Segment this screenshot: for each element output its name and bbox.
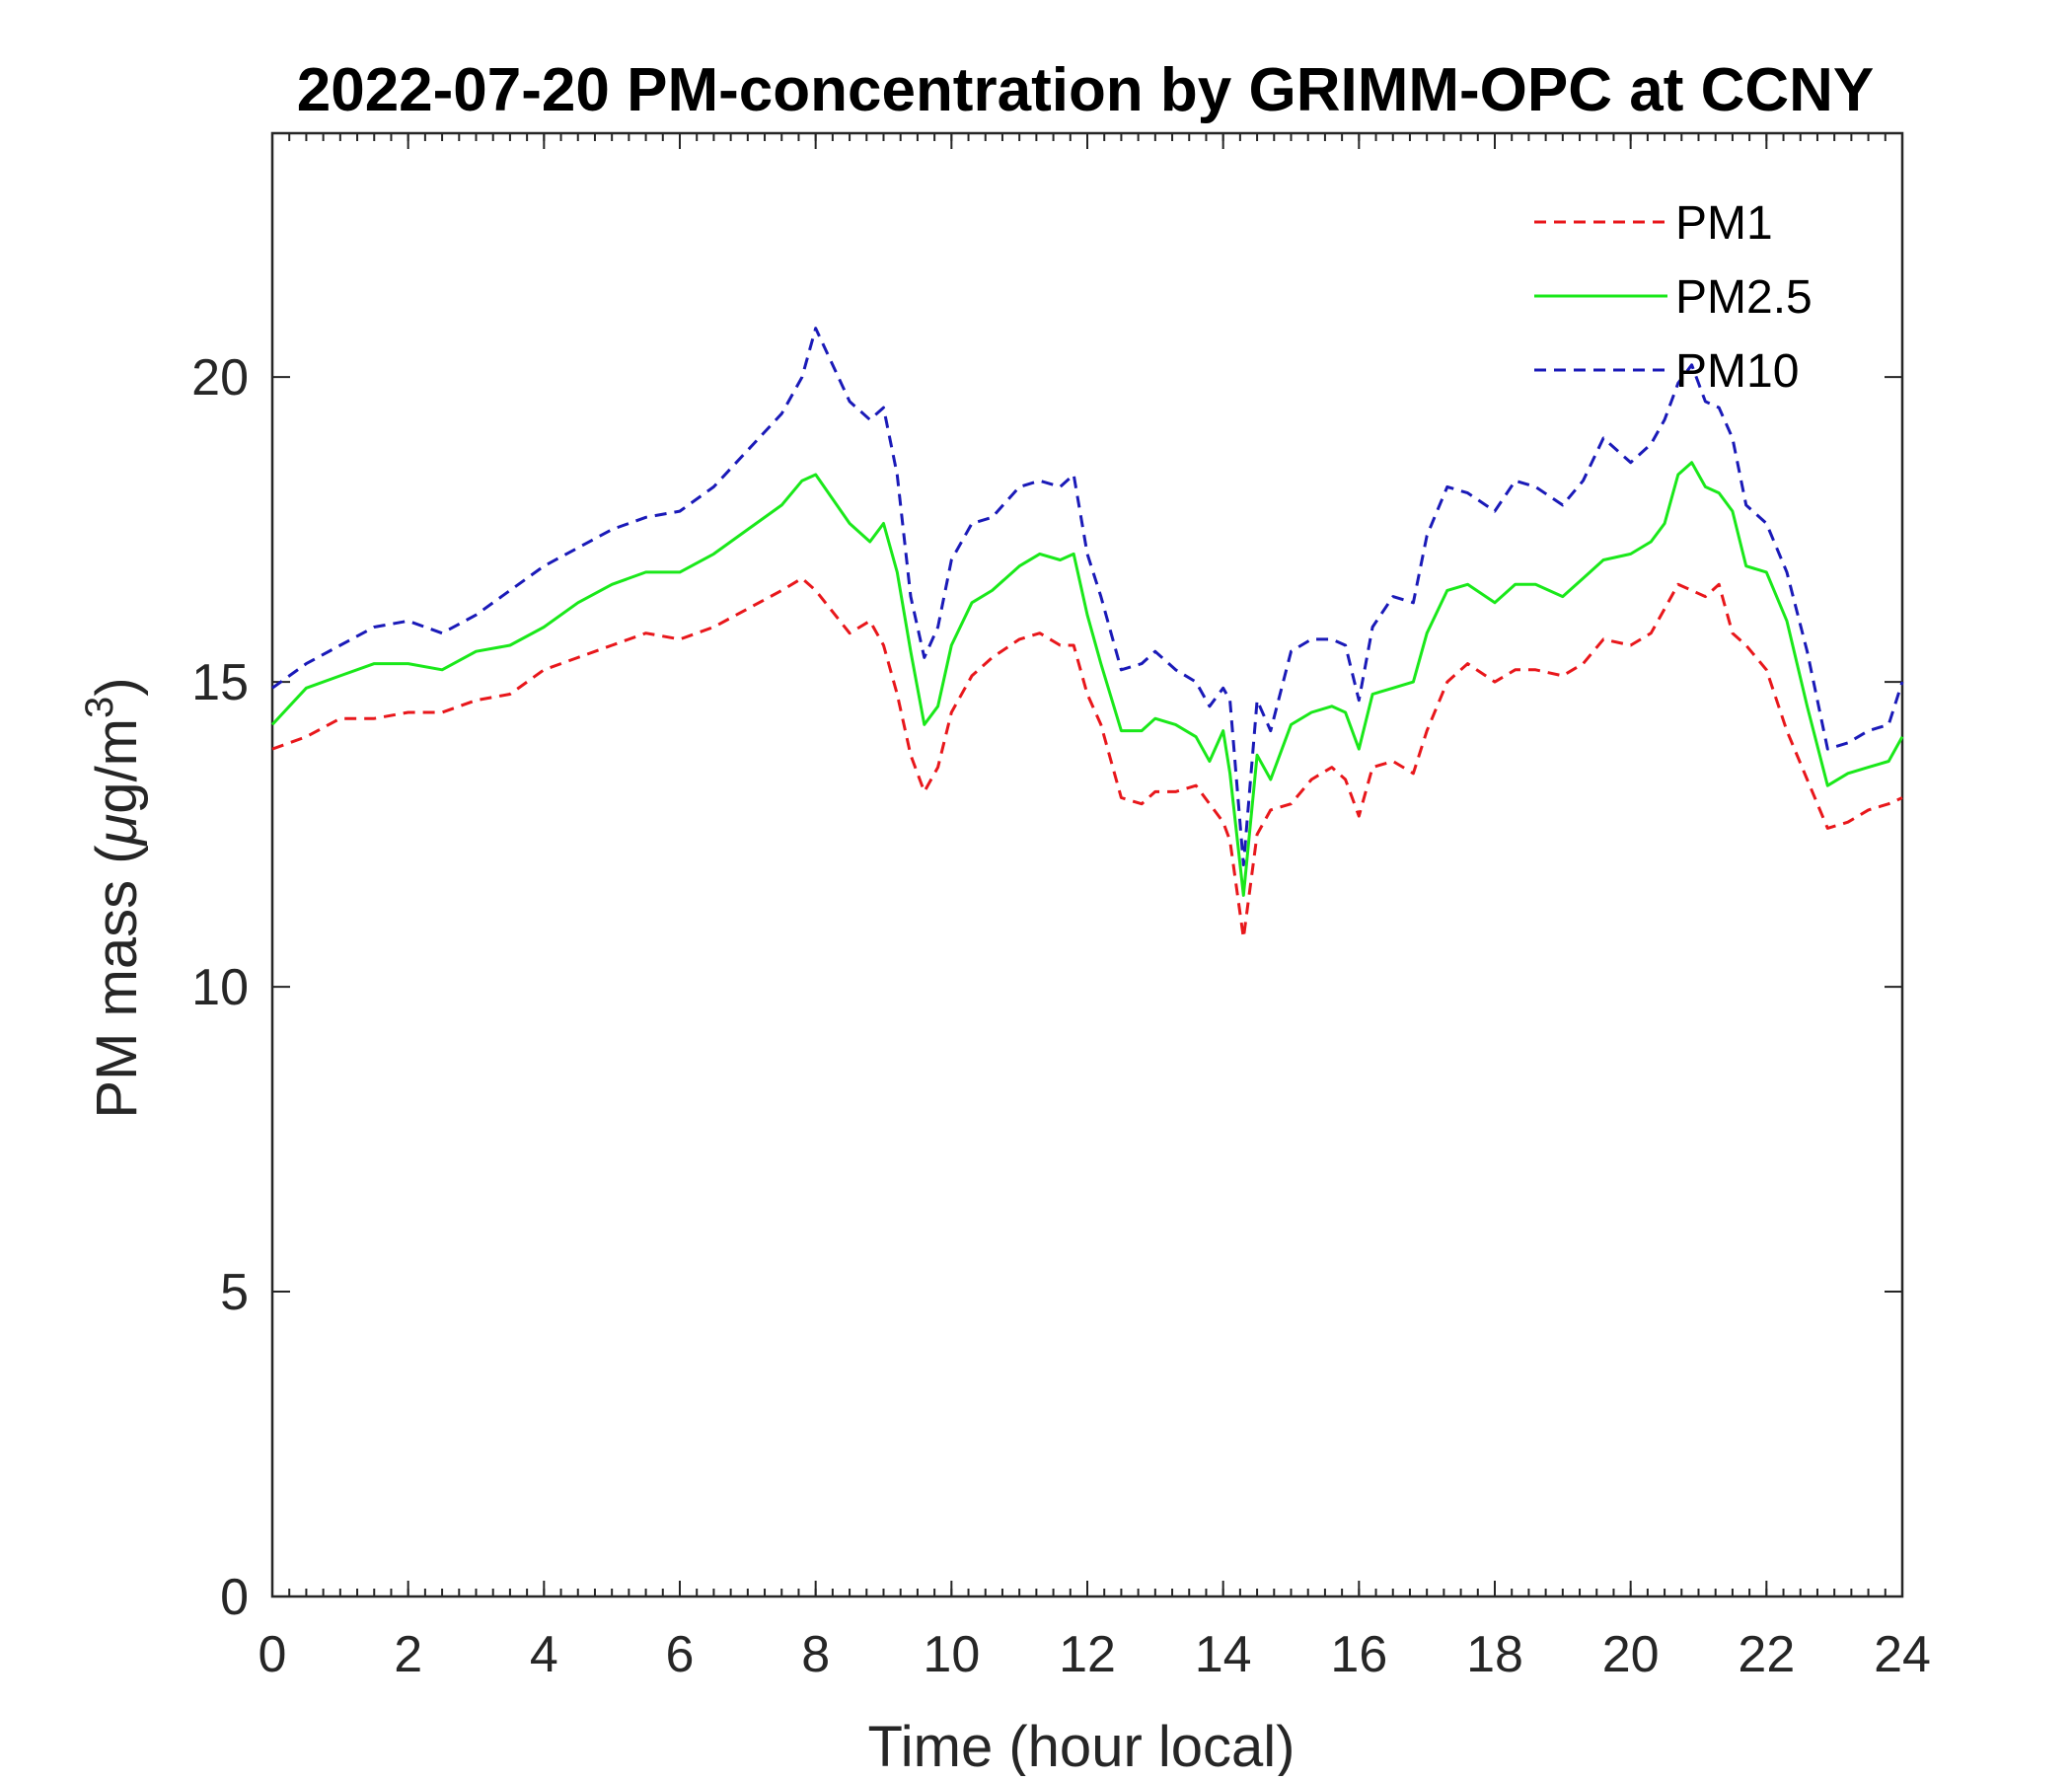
legend-label-pm2-5: PM2.5 — [1675, 271, 1813, 324]
y-tick-label: 10 — [191, 959, 249, 1016]
y-axis-label-mu: μ — [85, 814, 149, 848]
x-tick-label: 2 — [394, 1626, 422, 1683]
x-tick-label: 24 — [1874, 1626, 1931, 1683]
x-tick-label: 6 — [666, 1626, 695, 1683]
x-tick-label: 4 — [530, 1626, 558, 1683]
y-axis-label-prefix: PM mass ( — [85, 845, 149, 1118]
series-line-pm1 — [271, 576, 1903, 940]
legend-label-pm10: PM10 — [1675, 345, 1799, 398]
y-axis-label-suffix: ) — [85, 677, 149, 696]
y-tick-label: 15 — [191, 654, 249, 711]
chart-title: 2022-07-20 PM-concentration by GRIMM-OPC… — [297, 56, 1875, 124]
x-tick-label: 16 — [1330, 1626, 1387, 1683]
x-tick-label: 22 — [1738, 1626, 1795, 1683]
series-line-pm10 — [271, 327, 1904, 866]
x-tick-label: 18 — [1466, 1626, 1523, 1683]
series-line-pm2-5 — [270, 461, 1904, 897]
y-axis-label-unit: g/m — [85, 718, 149, 814]
x-tick-label: 0 — [259, 1626, 287, 1683]
x-tick-label: 8 — [801, 1626, 830, 1683]
x-tick-label: 20 — [1602, 1626, 1660, 1683]
legend: PM1 PM2.5 PM10 — [1534, 197, 1813, 398]
y-tick-label: 0 — [220, 1569, 249, 1626]
x-axis-label: Time (hour local) — [868, 1715, 1295, 1776]
x-tick-label: 10 — [923, 1626, 980, 1683]
x-tick-label: 14 — [1195, 1626, 1252, 1683]
y-tick-label: 20 — [191, 349, 249, 407]
y-tick-label: 5 — [220, 1264, 249, 1321]
legend-label-pm1: PM1 — [1675, 197, 1773, 250]
axes-box — [270, 131, 1904, 1598]
x-tick-label: 12 — [1059, 1626, 1116, 1683]
y-axis-label-superscript: 3 — [78, 697, 121, 718]
y-axis-label: PM mass (μg/m3) — [78, 677, 149, 1118]
